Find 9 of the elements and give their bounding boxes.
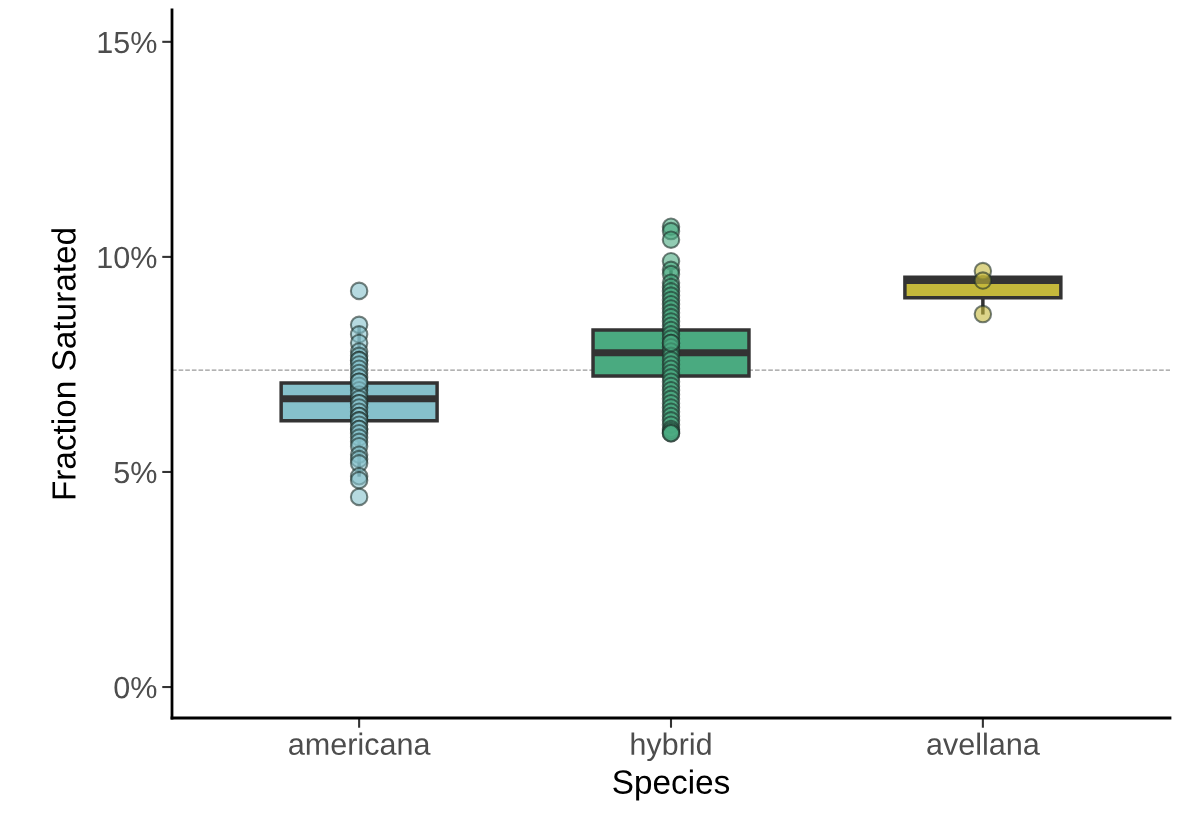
y-tick-label: 15% [98,31,157,54]
y-tick-label: 10% [98,246,157,269]
x-axis-title: Species [613,769,730,801]
x-tick-label: hybrid [631,732,711,762]
y-tick-label: 5% [114,461,157,484]
x-tick-label: avellana [927,732,1040,756]
x-tick-label: americana [289,732,431,756]
y-tick-label: 0% [114,676,157,699]
y-axis-title: Fraction Saturated [51,229,76,499]
